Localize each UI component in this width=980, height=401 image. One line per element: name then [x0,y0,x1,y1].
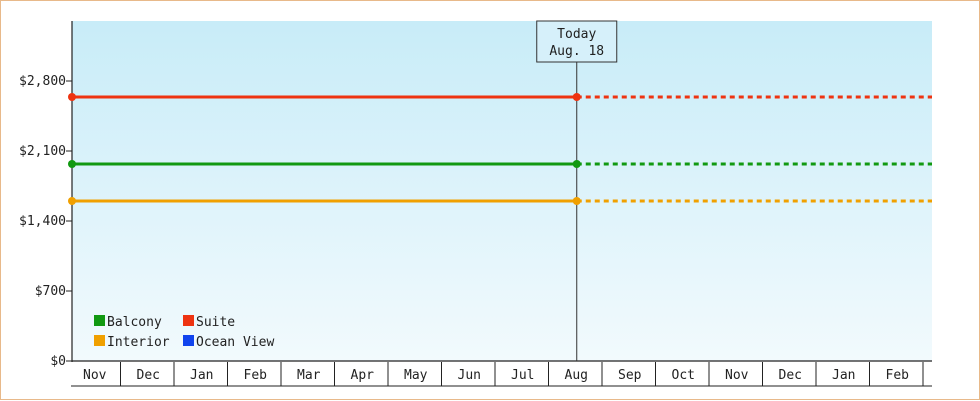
series-point-interior [572,197,581,205]
y-axis: $0 $700 $1,400 $2,100 $2,800 [19,21,73,369]
x-tick-label: Jun [458,368,481,383]
series-point-interior [68,197,76,205]
today-box [536,20,618,63]
legend-label-balcony: Balcony [107,315,162,330]
series-point-balcony [68,160,76,168]
x-tick-label: Apr [351,368,375,383]
legend-swatch-balcony [94,315,105,326]
y-tick-label: $0 [50,354,66,369]
today-label: Today [557,27,596,42]
legend-swatch-ocean-view [183,335,194,346]
x-tick-label: Dec [137,368,160,383]
series-point-suite [572,93,581,101]
x-tick-label: Aug [565,368,588,383]
legend-swatch-interior [94,335,105,346]
y-tick-label: $1,400 [19,214,66,229]
legend-label-suite: Suite [196,315,235,330]
plot-background [72,21,932,361]
y-tick-label: $2,100 [19,144,66,159]
x-tick-label: Jan [832,368,855,383]
x-tick-label: May [404,368,428,383]
x-tick-label: Dec [779,368,802,383]
legend-label-ocean-view: Ocean View [196,335,274,350]
series-point-suite [68,93,76,101]
y-tick-label: $700 [35,284,66,299]
x-tick-label: Feb [244,368,268,383]
x-tick-label: Jul [511,368,534,383]
x-tick-label: Nov [83,368,107,383]
x-tick-label: Oct [672,368,695,383]
legend-swatch-suite [183,315,194,326]
legend-label-interior: Interior [107,335,170,350]
x-tick-label: Feb [886,368,910,383]
x-axis: Nov Dec Jan Feb Mar Apr May Jun Jul Aug Sep Oct Nov D… [71,360,932,387]
x-tick-label: Sep [618,368,642,383]
x-tick-label: Mar [297,368,321,383]
legend: Balcony Suite Interior Ocean View [94,315,274,350]
today-date: Aug. 18 [549,44,604,59]
y-tick-label: $2,800 [19,74,66,89]
series-point-balcony [572,160,581,168]
x-tick-label: Nov [725,368,749,383]
x-tick-label: Jan [190,368,213,383]
series-lines [68,93,932,205]
today-marker: Today Aug. 18 [536,20,618,361]
